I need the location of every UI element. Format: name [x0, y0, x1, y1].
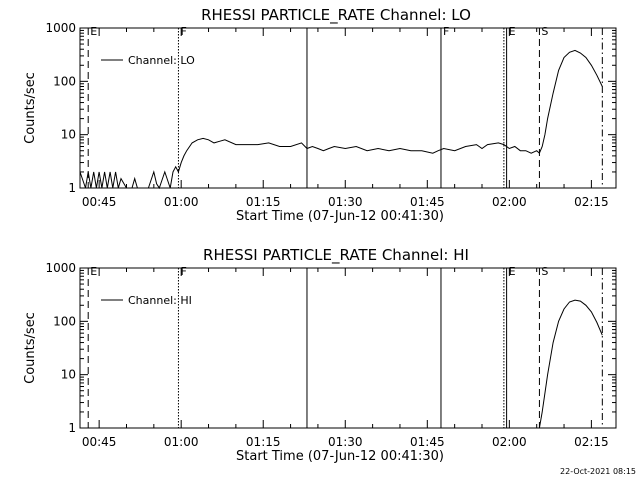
x-tick-label: 01:45: [410, 435, 445, 449]
y-axis-label: Counts/sec: [23, 312, 38, 384]
x-tick-label: 01:00: [164, 435, 199, 449]
x-tick-label: 02:15: [574, 195, 609, 209]
x-tick-label: 01:00: [164, 195, 199, 209]
x-tick-label: 02:00: [492, 435, 527, 449]
chart-panel-hi: RHESSI PARTICLE_RATE Channel: HI 1 10 100 10…: [23, 246, 617, 464]
y-tick-label: 1000: [45, 261, 76, 275]
plot-frame: [79, 27, 617, 189]
x-tick-label: 01:15: [246, 195, 281, 209]
legend-entry: Channel: LO: [128, 54, 195, 67]
x-tick-label: 02:15: [574, 435, 609, 449]
y-tick-label: 10: [61, 368, 76, 382]
x-axis-label: Start Time (07-Jun-12 00:41:30): [236, 209, 444, 224]
x-tick-label: 01:30: [328, 195, 363, 209]
event-marker-label: E: [509, 25, 516, 38]
y-tick-label: 1: [68, 181, 76, 195]
event-marker-label: F: [180, 25, 186, 38]
y-axis-label: Counts/sec: [23, 72, 38, 144]
x-tick-label: 01:30: [328, 435, 363, 449]
y-tick-label: 100: [53, 314, 76, 328]
x-tick-label: 02:00: [492, 195, 527, 209]
y-tick-label: 1: [68, 421, 76, 435]
event-marker-label: F: [180, 265, 186, 278]
plot-frame: [79, 267, 617, 429]
timestamp: 22-Oct-2021 08:15: [560, 467, 636, 476]
x-axis-label: Start Time (07-Jun-12 00:41:30): [236, 449, 444, 464]
event-marker-label: E: [90, 25, 97, 38]
y-tick-label: 100: [53, 74, 76, 88]
event-marker-label: E: [509, 265, 516, 278]
legend-entry: Channel: HI: [128, 294, 192, 307]
series-line: [79, 49, 603, 190]
event-marker-label: S: [541, 265, 548, 278]
y-tick-label: 10: [61, 128, 76, 142]
chart-title: RHESSI PARTICLE_RATE Channel: LO: [201, 6, 471, 25]
event-marker-label: E: [90, 265, 97, 278]
x-tick-label: 00:45: [82, 435, 117, 449]
chart-title: RHESSI PARTICLE_RATE Channel: HI: [203, 246, 469, 265]
x-tick-label: 00:45: [82, 195, 117, 209]
event-marker-label: S: [541, 25, 548, 38]
chart-panel-lo: RHESSI PARTICLE_RATE Channel: LO 1 10 100 10…: [23, 6, 617, 224]
event-marker-label: F: [443, 25, 449, 38]
y-tick-label: 1000: [45, 21, 76, 35]
series-line: [538, 299, 603, 429]
x-tick-label: 01:15: [246, 435, 281, 449]
x-tick-label: 01:45: [410, 195, 445, 209]
